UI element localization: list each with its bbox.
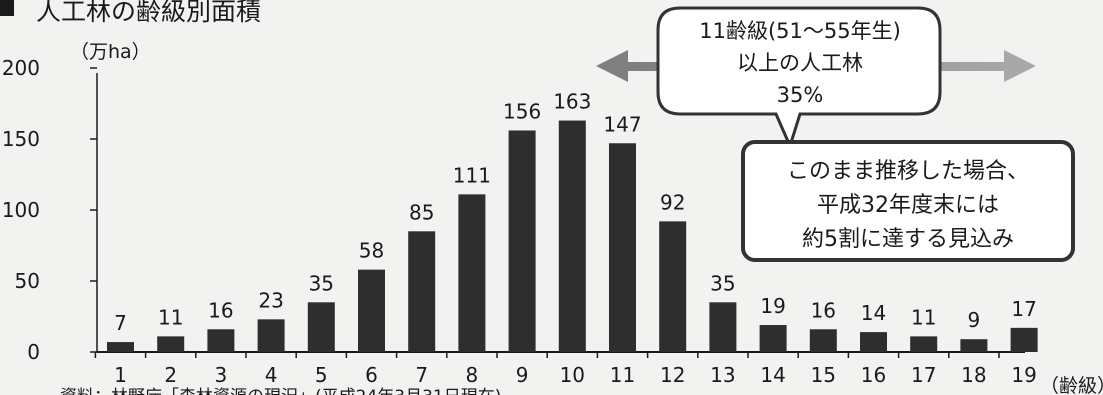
- callout-top-line3: 35%: [777, 83, 824, 107]
- x-tick-label: 2: [164, 363, 177, 387]
- bar-value-label: 17: [1011, 297, 1036, 321]
- x-tick-label: 1: [114, 363, 127, 387]
- x-tick-label: 11: [610, 363, 635, 387]
- callout-top-line2: 以上の人工林: [737, 51, 863, 75]
- bar: [910, 336, 938, 352]
- bar: [157, 336, 185, 352]
- bar: [107, 342, 134, 352]
- y-tick-label: 100: [2, 198, 40, 222]
- bar-value-label: 16: [208, 298, 233, 322]
- bar: [558, 120, 586, 352]
- bar-value-label: 147: [603, 112, 641, 136]
- bar: [609, 143, 636, 352]
- bar-value-label: 11: [158, 305, 183, 329]
- bar: [358, 269, 385, 352]
- y-ticks: 0 50 100 150 200: [2, 56, 97, 364]
- y-tick-label: 50: [15, 269, 40, 293]
- callout-bottom-line2: 平成32年度末には: [817, 193, 999, 218]
- x-tick-label: 13: [710, 363, 735, 387]
- bar-value-label: 163: [553, 90, 591, 114]
- callout-top: 11齢級(51～55年生) 以上の人工林 35%: [656, 6, 942, 151]
- chart-title: 人工林の齢級別面積: [36, 0, 261, 26]
- bar: [960, 339, 988, 352]
- bar: [809, 329, 837, 352]
- bar: [458, 194, 486, 352]
- y-tick-label: 150: [2, 127, 40, 151]
- x-tick-label: 16: [861, 363, 886, 387]
- bar-value-label: 23: [258, 288, 283, 312]
- x-tick-label: 8: [466, 363, 479, 387]
- bar: [207, 329, 235, 352]
- y-tick-label: 0: [27, 340, 40, 364]
- bar: [307, 302, 335, 352]
- bar: [508, 130, 536, 352]
- x-tick-label: 10: [560, 363, 585, 387]
- x-tick-label: 5: [315, 363, 328, 387]
- bar: [659, 221, 687, 352]
- bar-value-label: 85: [409, 200, 434, 224]
- bar-value-label: 58: [359, 239, 384, 263]
- bar: [257, 319, 285, 352]
- y-tick-label: 200: [2, 56, 40, 80]
- bar-value-label: 11: [911, 305, 936, 329]
- x-tick-label: 19: [1011, 363, 1036, 387]
- callout-top-line1: 11齢級(51～55年生): [699, 19, 901, 43]
- x-tick-label: 12: [660, 363, 685, 387]
- x-axis-label: （齢級）: [1040, 375, 1103, 395]
- bar-value-label: 14: [861, 301, 886, 325]
- y-axis-label: （万ha）: [70, 41, 151, 63]
- x-tick-label: 7: [415, 363, 428, 387]
- bars-group: 7 11 16 23 35 58 85 111 156 163 147 92 35 19 16 14 11 9 17: [107, 90, 1038, 352]
- x-tick-label: 18: [961, 363, 986, 387]
- x-tick-label: 3: [215, 363, 228, 387]
- bar-value-label: 111: [453, 163, 491, 187]
- bar-value-label: 16: [811, 298, 836, 322]
- bar-value-label: 92: [660, 190, 685, 214]
- bar: [759, 325, 787, 352]
- bar-value-label: 7: [114, 311, 127, 335]
- x-tick-label: 6: [365, 363, 378, 387]
- x-tick-label: 17: [911, 363, 936, 387]
- bar: [408, 231, 436, 352]
- x-tick-label: 9: [516, 363, 529, 387]
- bar: [709, 302, 737, 352]
- source-note: 資料：林野庁「森林資源の現況」(平成24年3月31日現在): [60, 387, 501, 395]
- bar-value-label: 19: [760, 294, 785, 318]
- x-tick-label: 15: [811, 363, 836, 387]
- callout-bottom: このまま推移した場合、 平成32年度末には 約5割に達する見込み: [741, 140, 1075, 262]
- bar: [1010, 327, 1038, 352]
- bar-value-label: 156: [503, 99, 541, 123]
- title-marker: [0, 0, 14, 16]
- bar-value-label: 35: [309, 271, 334, 295]
- x-tick-label: 14: [760, 363, 785, 387]
- bar: [860, 332, 887, 352]
- x-ticks: 1 2 3 4 5 6 7 8 9 10 11 12 13 14 15 16 17 18 19: [94, 352, 1037, 387]
- bar-value-label: 35: [710, 271, 735, 295]
- callout-bottom-line3: 約5割に達する見込み: [802, 227, 1014, 252]
- callout-bottom-line1: このまま推移した場合、: [787, 159, 1029, 184]
- x-tick-label: 4: [265, 363, 278, 387]
- bar-value-label: 9: [968, 308, 981, 332]
